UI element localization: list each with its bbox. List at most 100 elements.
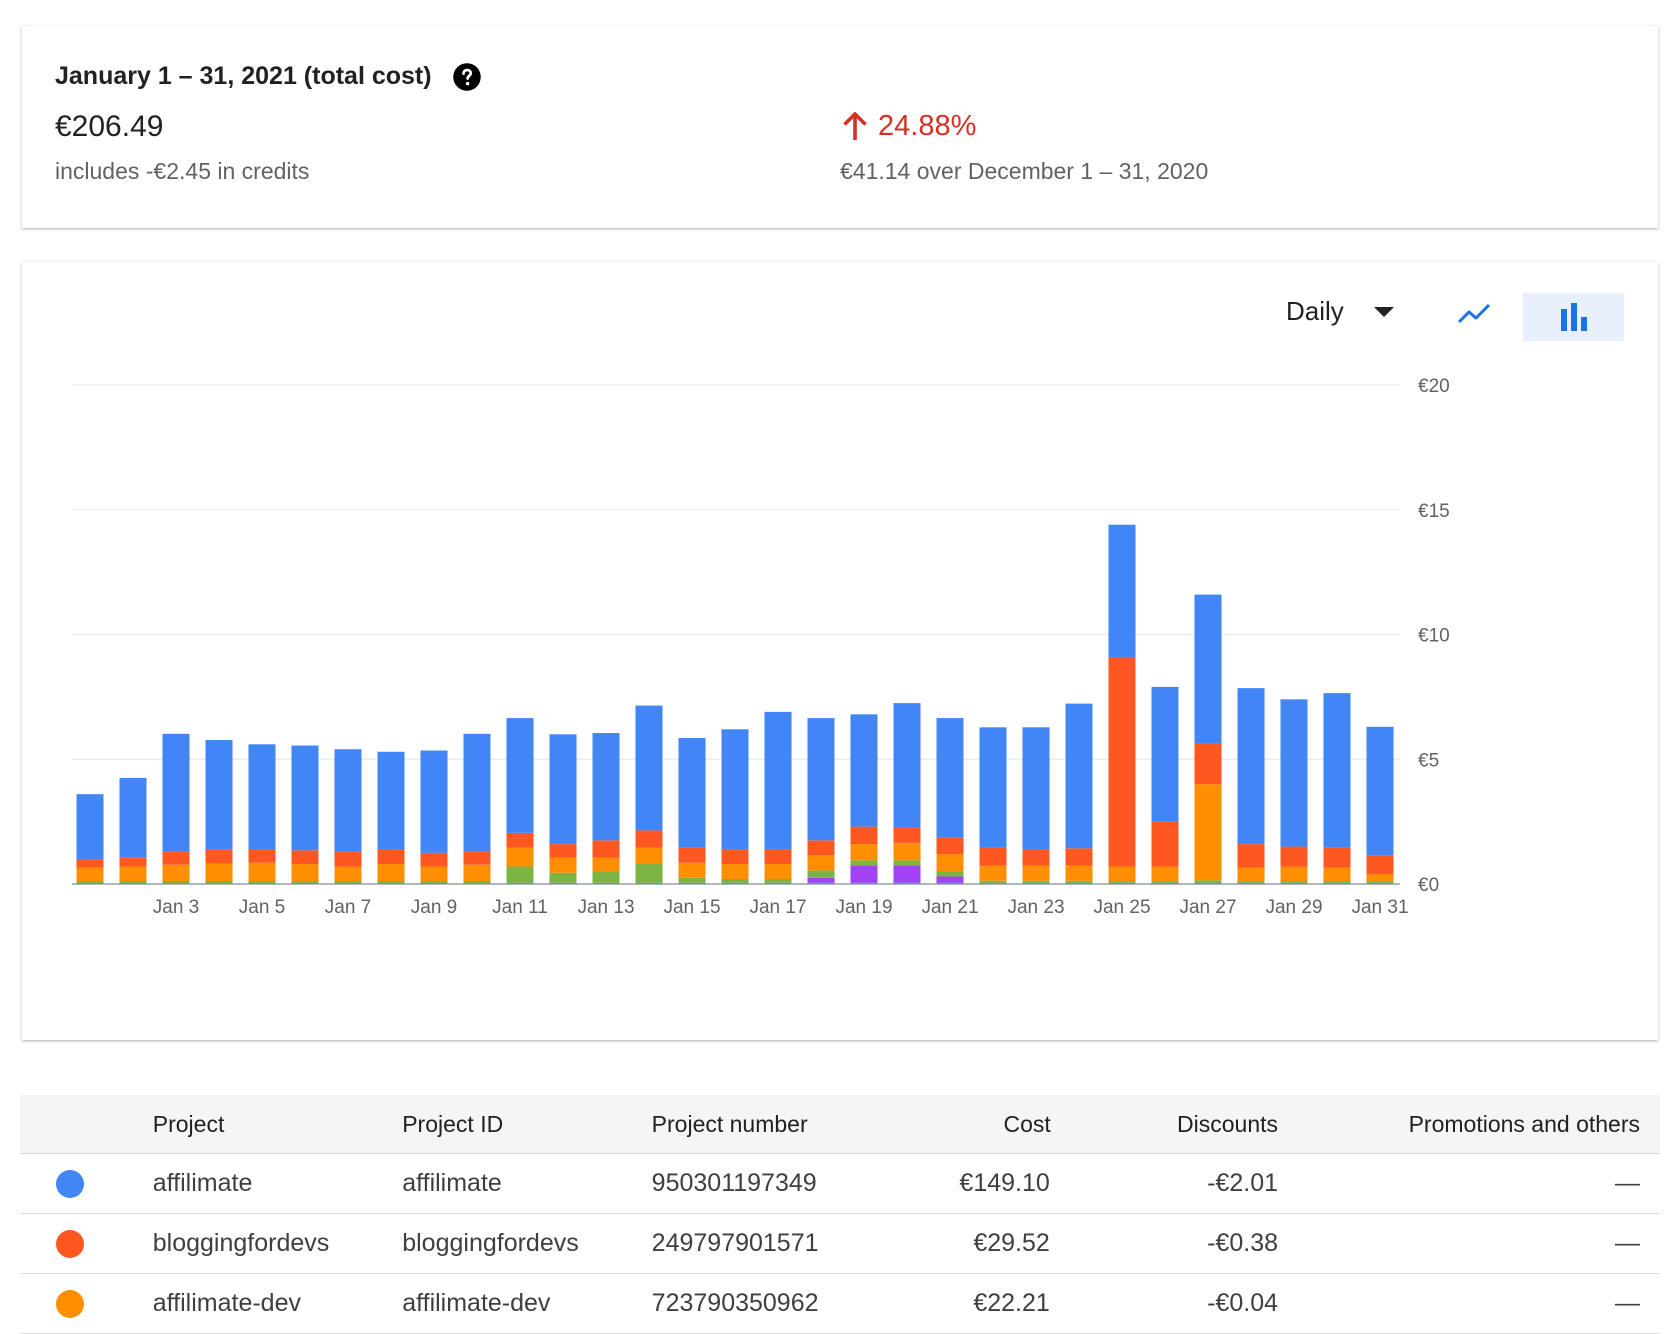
bar-segment-green[interactable] [1324,882,1351,883]
bar-segment-green[interactable] [1066,881,1093,883]
bar-segment-affilimate[interactable] [464,734,491,851]
bar-segment-bloggingfordevs[interactable] [1367,855,1394,874]
bar-segment-bloggingfordevs[interactable] [980,847,1007,866]
header-discounts[interactable]: Discounts [1051,1095,1279,1154]
bar-segment-cyan[interactable] [1367,883,1394,884]
bar-segment-affilimate-dev[interactable] [206,864,233,881]
bar-segment-cyan[interactable] [851,883,878,884]
bar-segment-green[interactable] [550,873,577,883]
bar-segment-green[interactable] [1367,882,1394,883]
bar-segment-bloggingfordevs[interactable] [765,849,792,864]
bar-segment-bloggingfordevs[interactable] [335,852,362,867]
table-row[interactable]: affilimate-dev affilimate-dev 7237903509… [20,1274,1660,1334]
bar-segment-affilimate-dev[interactable] [464,865,491,881]
bar-segment-affilimate-dev[interactable] [1324,868,1351,882]
bar-segment-bloggingfordevs[interactable] [1281,847,1308,867]
bar-segment-bloggingfordevs[interactable] [1195,743,1222,784]
bar-segment-bloggingfordevs[interactable] [77,859,104,868]
bar-segment-affilimate[interactable] [1195,595,1222,743]
bar-segment-affilimate-dev[interactable] [507,848,534,867]
bar-segment-bloggingfordevs[interactable] [808,840,835,855]
bar-segment-affilimate[interactable] [636,706,663,831]
bar-segment-green[interactable] [636,864,663,883]
bar-segment-purple[interactable] [851,865,878,882]
bar-segment-green[interactable] [292,882,319,884]
bar-segment-green[interactable] [120,882,147,884]
bar-segment-affilimate[interactable] [808,718,835,840]
bar-segment-affilimate[interactable] [1066,704,1093,849]
bar-segment-affilimate[interactable] [851,714,878,826]
bar-segment-affilimate-dev[interactable] [163,865,190,881]
bar-segment-cyan[interactable] [1109,883,1136,884]
bar-segment-bloggingfordevs[interactable] [421,853,448,867]
bar-segment-affilimate[interactable] [593,733,620,840]
bar-segment-bloggingfordevs[interactable] [894,828,921,843]
bar-segment-affilimate-dev[interactable] [1109,867,1136,882]
bar-segment-bloggingfordevs[interactable] [1023,850,1050,866]
bar-segment-affilimate[interactable] [1109,525,1136,657]
bar-segment-green[interactable] [1281,882,1308,883]
bar-segment-affilimate-dev[interactable] [421,867,448,882]
bar-segment-bloggingfordevs[interactable] [378,849,405,864]
bar-segment-bloggingfordevs[interactable] [851,827,878,844]
bar-segment-affilimate[interactable] [249,744,276,849]
header-project-id[interactable]: Project ID [401,1095,650,1154]
bar-segment-affilimate[interactable] [163,734,190,851]
bar-segment-affilimate-dev[interactable] [120,867,147,882]
bar-segment-bloggingfordevs[interactable] [636,830,663,847]
bar-segment-affilimate-dev[interactable] [808,855,835,870]
bar-segment-green[interactable] [593,872,620,883]
bar-segment-green[interactable] [851,860,878,865]
bar-segment-affilimate-dev[interactable] [722,864,749,879]
bar-segment-green[interactable] [1152,882,1179,883]
bar-segment-cyan[interactable] [550,883,577,884]
bar-segment-affilimate[interactable] [722,729,749,849]
bar-segment-green[interactable] [1195,880,1222,882]
bar-segment-affilimate[interactable] [679,738,706,848]
bar-segment-affilimate-dev[interactable] [679,863,706,878]
bar-segment-affilimate-dev[interactable] [249,863,276,882]
bar-segment-affilimate[interactable] [1324,693,1351,848]
bar-segment-affilimate-dev[interactable] [1066,866,1093,881]
bar-segment-green[interactable] [1023,881,1050,883]
bar-segment-affilimate-dev[interactable] [77,868,104,882]
bar-segment-affilimate-dev[interactable] [1281,867,1308,882]
bar-segment-green[interactable] [679,878,706,883]
bar-segment-cyan[interactable] [1152,883,1179,884]
bar-segment-bloggingfordevs[interactable] [249,849,276,863]
bar-segment-green[interactable] [808,870,835,877]
bar-segment-affilimate-dev[interactable] [765,864,792,879]
table-row[interactable]: affilimate affilimate 950301197349 €149.… [20,1154,1660,1214]
bar-segment-affilimate-dev[interactable] [1152,867,1179,882]
bar-segment-green[interactable] [163,881,190,883]
bar-segment-affilimate[interactable] [1367,727,1394,855]
bar-segment-bloggingfordevs[interactable] [1152,822,1179,867]
bar-segment-green[interactable] [937,872,964,877]
bar-segment-purple[interactable] [937,877,964,883]
bar-segment-green[interactable] [722,879,749,883]
bar-segment-cyan[interactable] [1238,883,1265,884]
bar-segment-affilimate-dev[interactable] [292,864,319,881]
bar-segment-bloggingfordevs[interactable] [206,850,233,864]
bar-segment-green[interactable] [1238,882,1265,883]
bar-segment-green[interactable] [335,882,362,884]
bar-segment-affilimate-dev[interactable] [1367,874,1394,881]
bar-segment-affilimate[interactable] [120,778,147,858]
bar-segment-cyan[interactable] [1066,883,1093,884]
bar-segment-cyan[interactable] [808,883,835,884]
header-project-number[interactable]: Project number [651,1095,900,1154]
bar-segment-green[interactable] [765,879,792,883]
bar-segment-green[interactable] [894,860,921,865]
bar-segment-affilimate-dev[interactable] [1195,784,1222,880]
bar-segment-cyan[interactable] [765,883,792,884]
bar-segment-bloggingfordevs[interactable] [937,838,964,854]
help-icon[interactable] [452,62,482,92]
bar-segment-affilimate-dev[interactable] [980,866,1007,881]
bar-segment-affilimate-dev[interactable] [894,843,921,860]
bar-segment-purple[interactable] [894,865,921,882]
bar-segment-bloggingfordevs[interactable] [1109,657,1136,867]
bar-segment-affilimate[interactable] [937,718,964,838]
bar-segment-affilimate[interactable] [206,740,233,850]
bar-segment-affilimate[interactable] [421,751,448,853]
bar-segment-bloggingfordevs[interactable] [120,858,147,867]
